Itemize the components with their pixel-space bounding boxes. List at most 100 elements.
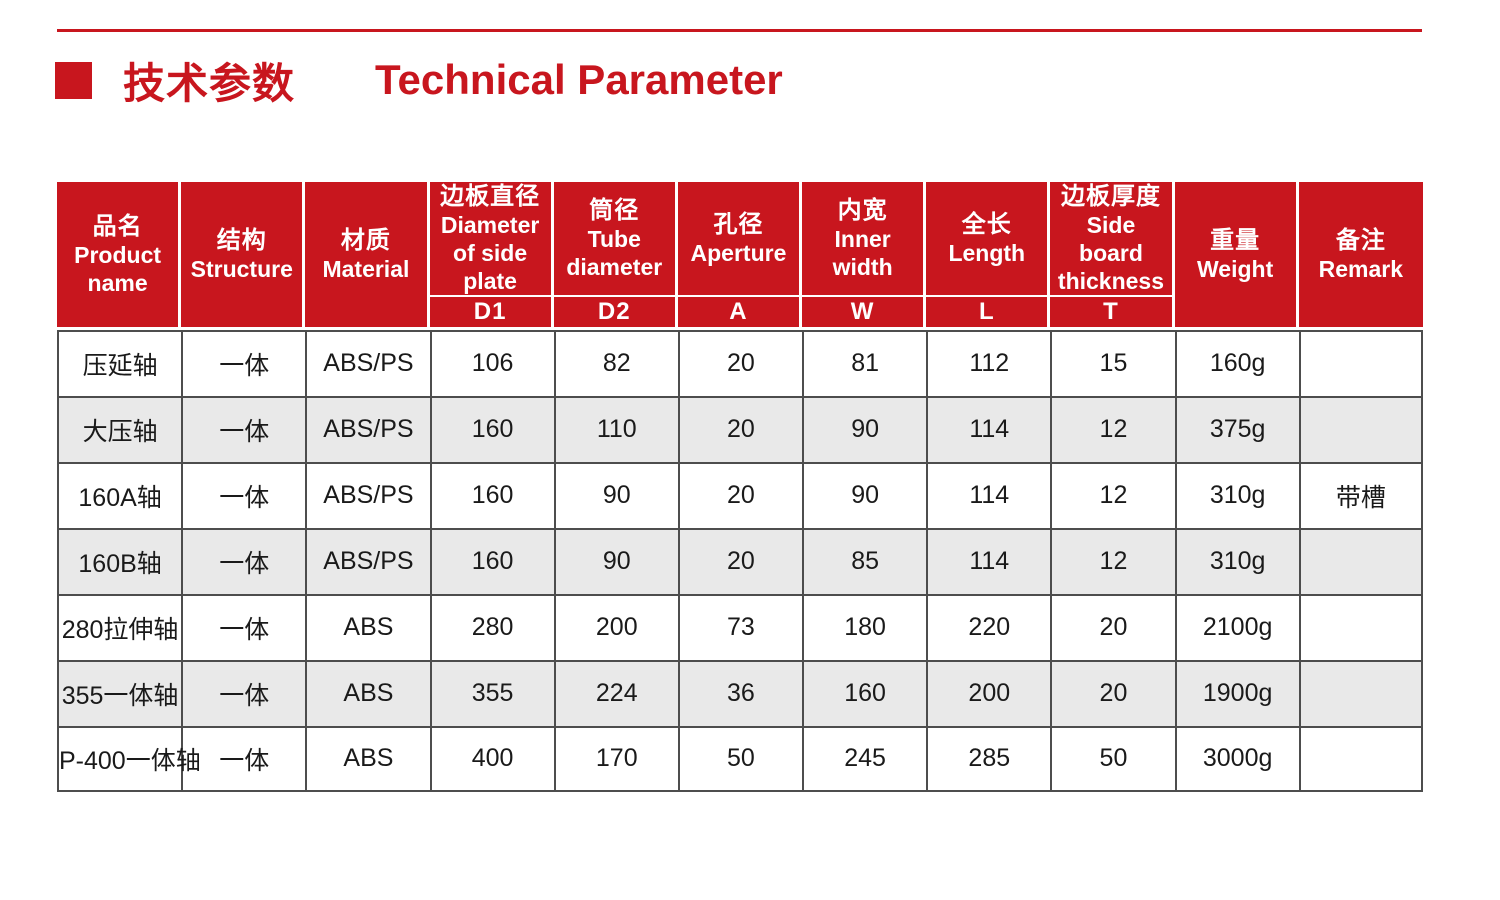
col-header-aperture: 孔径 Aperture: [677, 182, 803, 298]
cell-side-board-thickness: 15: [1050, 329, 1175, 396]
cell-material: ABS: [305, 725, 430, 792]
col-header-cn: 重量: [1210, 226, 1261, 254]
table-row-3: 160A轴 一体 ABS/PS 160 90 20 90 114 12 310g 带槽: [57, 461, 1423, 528]
table-body: 压延轴 一体 ABS/PS 106 82 20 81 112 15 160g 大压轴 一体 ABS/PS…: [57, 329, 1423, 792]
cell-side-plate-diameter: 160: [429, 461, 554, 528]
cell-length: 112: [926, 329, 1051, 396]
col-subheader-d2: D2: [553, 297, 678, 330]
cell-inner-width: 180: [802, 593, 927, 660]
cell-weight: 1900g: [1174, 659, 1299, 726]
cell-length: 114: [926, 461, 1051, 528]
col-header-en: Material: [322, 255, 410, 282]
cell-structure: 一体: [181, 527, 306, 594]
cell-structure: 一体: [181, 659, 306, 726]
table-row-6: 355一体轴 一体 ABS 355 224 36 160 200 20 1900g: [57, 659, 1423, 726]
col-header-inner-width: 内宽 Inner width: [802, 182, 927, 298]
cell-inner-width: 85: [802, 527, 927, 594]
col-header-en: Side board thickness: [1057, 212, 1165, 295]
col-header-en: Weight: [1197, 255, 1274, 282]
cell-structure: 一体: [181, 461, 306, 528]
col-header-cn: 边板直径: [440, 183, 541, 210]
cell-tube-diameter: 90: [553, 527, 678, 594]
cell-length: 114: [926, 527, 1051, 594]
header-row-sub: D1 D2 A W L T: [57, 297, 1423, 330]
cell-remark: [1298, 527, 1423, 594]
col-header-en: Remark: [1318, 255, 1404, 282]
cell-remark: [1298, 725, 1423, 792]
cell-inner-width: 245: [802, 725, 927, 792]
cell-tube-diameter: 224: [553, 659, 678, 726]
cell-side-board-thickness: 20: [1050, 593, 1175, 660]
table-row-4: 160B轴 一体 ABS/PS 160 90 20 85 114 12 310g: [57, 527, 1423, 594]
cell-material: ABS/PS: [305, 461, 430, 528]
col-header-remark: 备注 Remark: [1298, 182, 1423, 330]
cell-length: 200: [926, 659, 1051, 726]
cell-product-name: 160B轴: [57, 527, 182, 594]
col-header-weight: 重量 Weight: [1174, 182, 1299, 330]
cell-side-plate-diameter: 106: [429, 329, 554, 396]
cell-inner-width: 90: [802, 395, 927, 462]
col-header-cn: 筒径: [589, 197, 640, 225]
col-header-length: 全长 Length: [926, 182, 1051, 298]
col-header-side-plate-diameter: 边板直径 Diameter of side plate: [429, 182, 554, 298]
cell-side-plate-diameter: 355: [429, 659, 554, 726]
cell-product-name: 压延轴: [57, 329, 182, 396]
cell-material: ABS: [305, 593, 430, 660]
technical-parameter-table: 品名 Product name 结构 Structure 材质 Material 边板直径 D…: [57, 182, 1423, 792]
cell-side-plate-diameter: 160: [429, 395, 554, 462]
cell-side-plate-diameter: 160: [429, 527, 554, 594]
col-header-cn: 材质: [340, 226, 391, 254]
cell-structure: 一体: [181, 725, 306, 792]
cell-tube-diameter: 90: [553, 461, 678, 528]
col-subheader-t: T: [1050, 297, 1175, 330]
cell-product-name: 355一体轴: [57, 659, 182, 726]
cell-weight: 310g: [1174, 461, 1299, 528]
table-head: 品名 Product name 结构 Structure 材质 Material 边板直径 D…: [57, 182, 1423, 330]
page-title-en: Technical Parameter: [375, 56, 783, 103]
col-header-cn: 结构: [216, 226, 267, 254]
col-header-en: Aperture: [690, 240, 787, 267]
col-header-tube-diameter: 筒径 Tube diameter: [553, 182, 678, 298]
cell-product-name: 大压轴: [57, 395, 182, 462]
col-header-en: Diameter of side plate: [440, 212, 540, 295]
cell-weight: 375g: [1174, 395, 1299, 462]
col-header-en: Tube diameter: [566, 226, 663, 281]
cell-material: ABS/PS: [305, 395, 430, 462]
cell-inner-width: 90: [802, 461, 927, 528]
cell-aperture: 50: [677, 725, 803, 792]
table-row-2: 大压轴 一体 ABS/PS 160 110 20 90 114 12 375g: [57, 395, 1423, 462]
cell-remark: [1298, 659, 1423, 726]
cell-weight: 2100g: [1174, 593, 1299, 660]
col-header-cn: 孔径: [713, 211, 764, 239]
cell-material: ABS/PS: [305, 329, 430, 396]
col-header-cn: 内宽: [837, 197, 888, 225]
col-header-side-board-thickness: 边板厚度 Side board thickness: [1050, 182, 1175, 298]
cell-material: ABS: [305, 659, 430, 726]
col-header-cn: 品名: [92, 212, 143, 240]
col-header-product-name: 品名 Product name: [57, 182, 182, 330]
col-header-cn: 全长: [961, 211, 1012, 239]
page-title: 技术参数 Technical Parameter: [55, 56, 783, 107]
col-subheader-w: W: [802, 297, 927, 330]
cell-material: ABS/PS: [305, 527, 430, 594]
cell-length: 114: [926, 395, 1051, 462]
table-row-7: P-400一体轴 一体 ABS 400 170 50 245 285 50 3000g: [57, 725, 1423, 792]
cell-weight: 3000g: [1174, 725, 1299, 792]
cell-product-name: 280拉伸轴: [57, 593, 182, 660]
cell-product-name: 160A轴: [57, 461, 182, 528]
top-red-rule: [57, 29, 1422, 32]
cell-side-plate-diameter: 280: [429, 593, 554, 660]
cell-remark: [1298, 395, 1423, 462]
col-header-structure: 结构 Structure: [181, 182, 306, 330]
cell-tube-diameter: 110: [553, 395, 678, 462]
cell-tube-diameter: 82: [553, 329, 678, 396]
col-header-en: Length: [948, 240, 1026, 267]
header-row-main: 品名 Product name 结构 Structure 材质 Material 边板直径 D…: [57, 182, 1423, 330]
cell-aperture: 73: [677, 593, 803, 660]
cell-aperture: 20: [677, 329, 803, 396]
col-header-en: Inner width: [832, 226, 893, 281]
col-header-material: 材质 Material: [305, 182, 430, 330]
cell-side-board-thickness: 50: [1050, 725, 1175, 792]
col-subheader-l: L: [926, 297, 1051, 330]
col-header-cn: 边板厚度: [1060, 183, 1161, 210]
